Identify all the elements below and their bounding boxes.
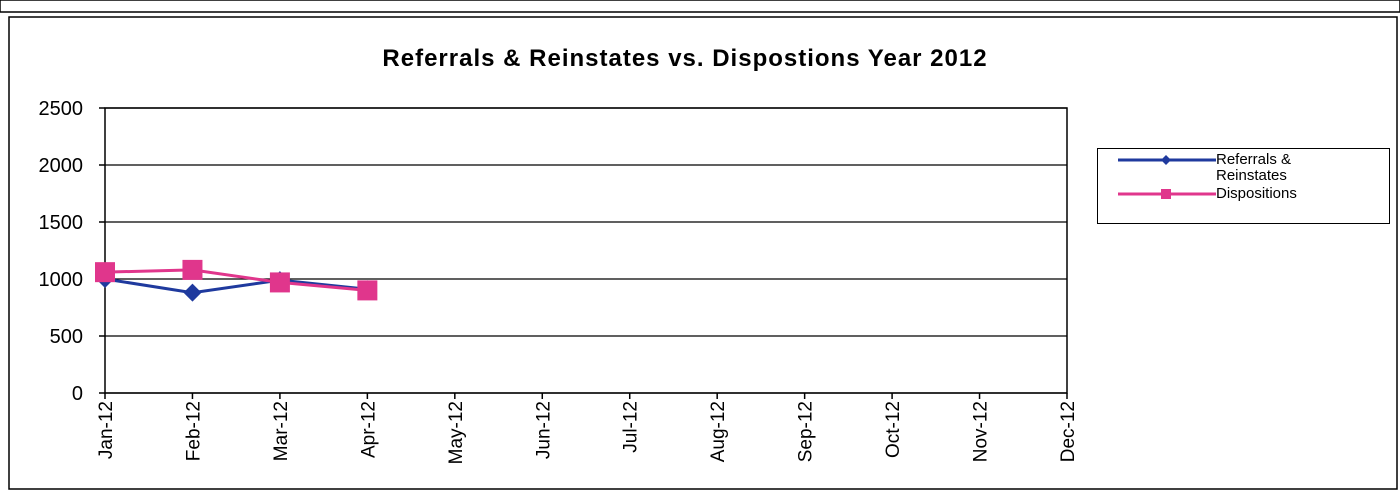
x-tick-label: Jun-12 — [533, 401, 554, 459]
x-tick-label: Nov-12 — [971, 401, 992, 462]
y-tick-label: 0 — [72, 383, 83, 405]
x-tick-label: Oct-12 — [883, 401, 904, 458]
marker — [1161, 189, 1171, 199]
legend: Referrals & Reinstates Dispositions — [1097, 148, 1390, 224]
x-tick-label: Sep-12 — [796, 401, 817, 462]
chart-frame — [8, 16, 1398, 490]
y-tick-label: 2000 — [39, 155, 84, 177]
x-tick-label: Dec-12 — [1058, 401, 1079, 462]
series-line — [104, 277, 368, 295]
y-tick-label: 1000 — [39, 269, 84, 291]
x-tick-label: Jul-12 — [621, 401, 642, 453]
marker — [183, 283, 202, 302]
legend-swatch — [1118, 189, 1216, 199]
x-tick-label: Aug-12 — [708, 401, 729, 462]
legend-label: Dispositions — [1216, 185, 1297, 202]
legend-item: Referrals & Reinstates — [1106, 152, 1366, 184]
chart-title: Referrals & Reinstates vs. Dispostions Y… — [382, 45, 987, 72]
y-tick-label: 2500 — [39, 98, 84, 120]
y-tick-label: 1500 — [39, 212, 84, 234]
marker — [1161, 155, 1171, 165]
legend-swatch — [1118, 155, 1216, 165]
y-tick-label: 500 — [50, 326, 83, 348]
marker — [269, 272, 290, 293]
marker — [357, 280, 378, 301]
x-tick-label: May-12 — [446, 401, 467, 464]
series-line — [104, 268, 368, 292]
legend-label: Referrals & Reinstates — [1216, 151, 1292, 184]
legend-item: Dispositions — [1106, 186, 1366, 202]
x-tick-label: Apr-12 — [358, 401, 379, 458]
marker — [95, 262, 115, 283]
x-tick-label: Feb-12 — [183, 401, 204, 461]
marker — [182, 259, 203, 280]
top-frame — [0, 0, 1400, 13]
x-tick-label: Mar-12 — [271, 401, 292, 461]
x-tick-label: Jan-12 — [96, 401, 117, 459]
